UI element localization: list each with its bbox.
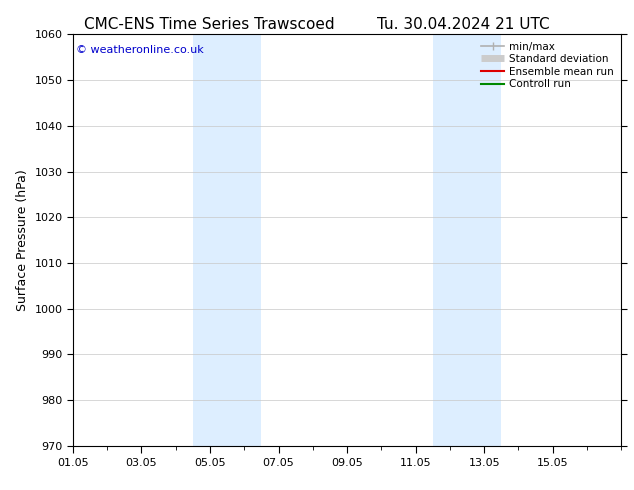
Text: CMC-ENS Time Series Trawscoed: CMC-ENS Time Series Trawscoed (84, 17, 335, 32)
Y-axis label: Surface Pressure (hPa): Surface Pressure (hPa) (16, 169, 29, 311)
Legend: min/max, Standard deviation, Ensemble mean run, Controll run: min/max, Standard deviation, Ensemble me… (479, 40, 616, 92)
Text: Tu. 30.04.2024 21 UTC: Tu. 30.04.2024 21 UTC (377, 17, 549, 32)
Bar (433, 34, 501, 446)
Bar (193, 34, 261, 446)
Text: © weatheronline.co.uk: © weatheronline.co.uk (75, 45, 204, 54)
